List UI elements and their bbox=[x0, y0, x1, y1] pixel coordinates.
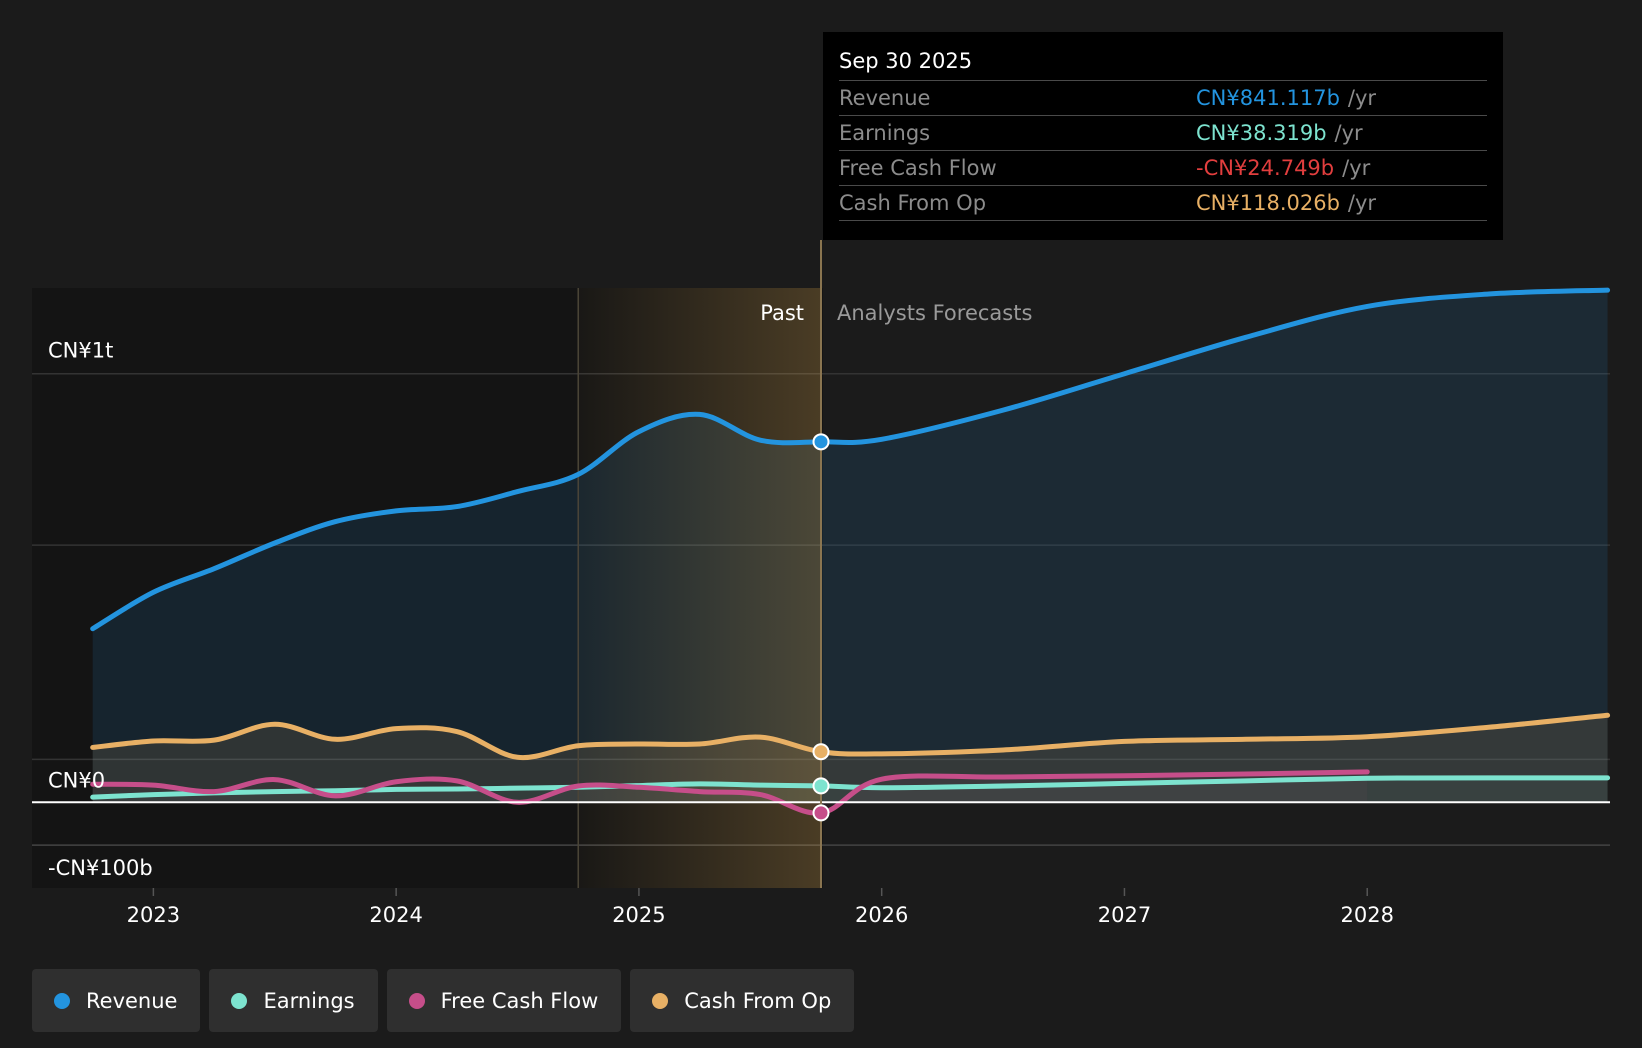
y-axis-labels: CN¥1t CN¥0 -CN¥100b bbox=[48, 339, 153, 880]
series-lines bbox=[90, 287, 1611, 816]
chart-svg: Past Analysts Forecasts CN¥1t CN¥0 -CN¥100… bbox=[32, 240, 1611, 927]
past-highlight-band bbox=[578, 288, 821, 888]
tooltip-label: Free Cash Flow bbox=[839, 156, 997, 180]
past-label: Past bbox=[760, 301, 804, 325]
x-axis: 2023 2024 2025 2026 2027 2028 bbox=[127, 888, 1394, 927]
legend-dot-icon bbox=[54, 992, 70, 1009]
tooltip-row-earnings: Earnings CN¥38.319b /yr bbox=[839, 116, 1487, 151]
tooltip-row-free-cash-flow: Free Cash Flow -CN¥24.749b /yr bbox=[839, 151, 1487, 186]
tooltip-unit: /yr bbox=[1334, 121, 1363, 145]
tooltip-unit: /yr bbox=[1347, 86, 1377, 110]
legend-item-free-cash-flow[interactable]: Free Cash Flow bbox=[386, 969, 622, 1032]
series-area-revenue bbox=[92, 290, 1608, 803]
series-line-revenue bbox=[90, 287, 1611, 632]
tooltip-label: Cash From Op bbox=[839, 191, 987, 215]
x-tick-label: 2028 bbox=[1341, 903, 1394, 927]
legend-label: Revenue bbox=[86, 988, 178, 1013]
series-line-cash-from-op bbox=[90, 712, 1611, 761]
legend-dot-icon bbox=[652, 992, 669, 1009]
x-tick-label: 2027 bbox=[1098, 903, 1151, 927]
x-tick-label: 2025 bbox=[612, 903, 665, 927]
marker-cash-from-op bbox=[812, 743, 830, 761]
y-axis-label: -CN¥100b bbox=[48, 856, 153, 880]
tooltip-row-cash-from-op: Cash From Op CN¥118.026b /yr bbox=[839, 186, 1487, 221]
y-axis-label: CN¥1t bbox=[48, 339, 113, 363]
tooltip-value: CN¥118.026b bbox=[1196, 191, 1340, 215]
marker-revenue bbox=[812, 433, 830, 451]
tooltip-unit: /yr bbox=[1342, 156, 1371, 180]
tooltip-label: Earnings bbox=[839, 121, 931, 145]
series-line-free-cash-flow bbox=[90, 769, 1370, 816]
highlight-markers bbox=[812, 433, 830, 822]
tooltip-value: CN¥38.319b bbox=[1196, 121, 1327, 145]
legend-item-cash-from-op[interactable]: Cash From Op bbox=[630, 969, 855, 1032]
legend-dot-icon bbox=[231, 992, 248, 1009]
legend-label: Cash From Op bbox=[684, 988, 832, 1013]
forecast-label: Analysts Forecasts bbox=[837, 301, 1032, 325]
tooltip-unit: /yr bbox=[1347, 191, 1377, 215]
tooltip-value: CN¥841.117b bbox=[1196, 86, 1340, 110]
legend: Revenue Earnings Free Cash Flow Cash Fro… bbox=[32, 969, 855, 1032]
legend-dot-icon bbox=[408, 992, 425, 1009]
legend-item-earnings[interactable]: Earnings bbox=[209, 969, 378, 1032]
tooltip: Sep 30 2025 Revenue CN¥841.117b /yr Earn… bbox=[823, 32, 1503, 240]
x-tick-label: 2026 bbox=[855, 903, 908, 927]
marker-free-cash-flow bbox=[812, 804, 830, 822]
x-tick-label: 2023 bbox=[127, 903, 180, 927]
tooltip-value: -CN¥24.749b bbox=[1196, 156, 1335, 180]
marker-earnings bbox=[812, 777, 830, 795]
series-area-earnings bbox=[92, 777, 1608, 803]
legend-label: Earnings bbox=[263, 988, 355, 1013]
tooltip-date: Sep 30 2025 bbox=[839, 46, 1487, 81]
x-tick-label: 2024 bbox=[369, 903, 422, 927]
tooltip-label: Revenue bbox=[839, 86, 931, 110]
legend-item-revenue[interactable]: Revenue bbox=[32, 969, 201, 1032]
legend-label: Free Cash Flow bbox=[440, 988, 599, 1013]
y-axis-label: CN¥0 bbox=[48, 768, 105, 792]
tooltip-row-revenue: Revenue CN¥841.117b /yr bbox=[839, 81, 1487, 116]
